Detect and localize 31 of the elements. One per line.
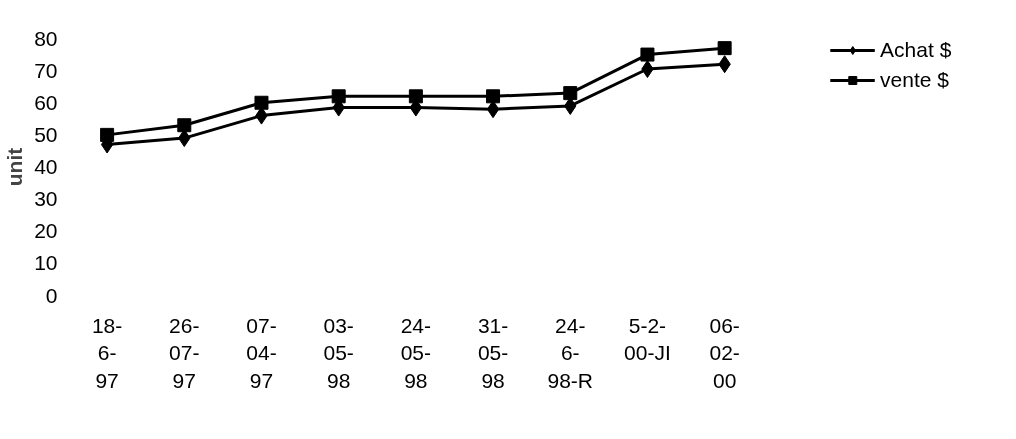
point [408,89,423,104]
point [100,127,115,142]
x-tick-label: 24-6-98-R [547,313,594,392]
x-tick-label: 18-6-97 [91,313,123,392]
y-tick-label: 60 [34,90,58,114]
point [177,118,192,133]
x-tick-label: 5-2-00-JI [624,313,671,365]
y-tick-label: 80 [34,26,58,50]
y-tick-label: 20 [34,219,58,243]
y-axis-title: unit [3,147,27,187]
point [486,89,501,104]
point [717,41,732,56]
y-tick-label: 50 [34,122,58,146]
x-tick-label: 07-04-97 [246,313,277,392]
point [563,86,578,101]
x-tick-label: 24-05-98 [400,313,432,392]
point [254,95,269,110]
legend-label: Achat $ [880,38,952,62]
legend-label: vente $ [880,68,949,92]
y-tick-label: 0 [45,283,58,307]
y-tick-label: 70 [34,58,58,82]
point [331,89,346,104]
point [640,47,655,62]
y-tick-label: 40 [34,155,58,178]
point [486,100,500,119]
x-tick-label: 06-02-00 [709,313,740,392]
x-tick-label: 03-05-98 [323,313,354,392]
y-tick-label: 30 [34,187,58,211]
x-tick-label: 31-05-98 [477,313,509,392]
y-tick-label: 10 [34,251,58,275]
x-tick-label: 26-07-97 [169,313,200,392]
